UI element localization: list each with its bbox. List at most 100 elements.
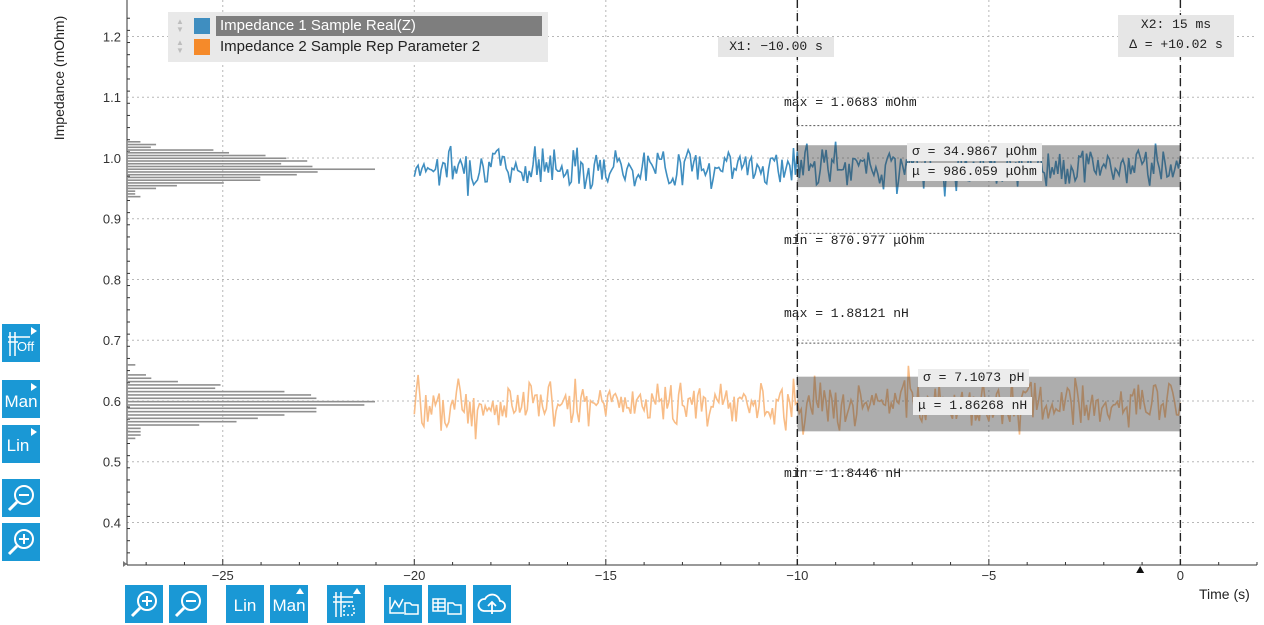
stat-max-1: max = 1.0683 mOhm bbox=[784, 95, 917, 110]
legend-label-series-1: Impedance 1 Sample Real(Z) bbox=[220, 17, 416, 34]
histogram-series-2 bbox=[127, 364, 375, 440]
x-scale-mode-label: Man bbox=[272, 596, 306, 615]
histogram-bar bbox=[127, 141, 141, 143]
histogram-bar bbox=[127, 407, 317, 410]
y-tick-label: 0.7 bbox=[103, 333, 121, 348]
histogram-bar bbox=[127, 171, 318, 173]
histogram-bar bbox=[127, 374, 146, 376]
x-scale-mode-button[interactable]: Man bbox=[270, 585, 308, 623]
y-tick-label: 0.9 bbox=[103, 212, 121, 227]
histogram-bar bbox=[127, 187, 157, 190]
table-folder-icon bbox=[432, 598, 462, 615]
histogram-bar bbox=[127, 380, 178, 383]
upload-button[interactable] bbox=[473, 585, 511, 623]
zoom-out-icon bbox=[7, 485, 34, 512]
histogram-bar bbox=[127, 377, 152, 380]
cloud-upload-icon bbox=[477, 593, 506, 614]
y-zoom-out-button[interactable] bbox=[2, 479, 40, 517]
x-tick-label: 0 bbox=[1177, 568, 1184, 583]
grid-icon bbox=[333, 592, 355, 617]
y-scale-mode-label: Man bbox=[4, 392, 38, 411]
x-scale-type-button[interactable]: Lin bbox=[226, 585, 264, 623]
x-tick-label: −10 bbox=[786, 568, 808, 583]
histogram-bar bbox=[127, 184, 177, 187]
x-tick-label: −25 bbox=[212, 568, 234, 583]
y-zoom-in-button[interactable] bbox=[2, 523, 40, 561]
y-axis-title: Impedance (mOhm) bbox=[51, 15, 67, 141]
legend-item-series-1[interactable]: ▲ ▼ Impedance 1 Sample Real(Z) bbox=[168, 16, 548, 36]
histogram-bar bbox=[127, 157, 287, 160]
grid-toggle-button[interactable]: Off bbox=[2, 324, 40, 362]
histogram-bar bbox=[127, 173, 297, 176]
legend-item-series-2[interactable]: ▲ ▼ Impedance 2 Sample Rep Parameter 2 bbox=[168, 37, 548, 57]
grid-icon bbox=[8, 332, 30, 356]
histogram-bar bbox=[127, 417, 258, 420]
histogram-bar bbox=[127, 195, 141, 198]
stat-mu-1: μ = 986.059 μOhm bbox=[907, 163, 1042, 181]
histogram-bar bbox=[127, 179, 261, 182]
histogram-bar bbox=[127, 162, 282, 165]
x-tick-label: −5 bbox=[981, 568, 996, 583]
histogram-bar bbox=[127, 427, 141, 430]
reorder-arrows-icon[interactable]: ▲ ▼ bbox=[176, 17, 184, 34]
histogram-bar bbox=[127, 394, 312, 396]
y-tick-label: 1.2 bbox=[103, 29, 121, 44]
histogram-bar bbox=[127, 410, 317, 413]
cursor-marker-icon bbox=[1136, 566, 1145, 573]
series-2-swatch bbox=[194, 39, 210, 55]
series-line-2 bbox=[413, 365, 1182, 440]
export-chart-button[interactable] bbox=[384, 585, 422, 623]
x-tick-label: −20 bbox=[403, 568, 425, 583]
histogram-bar bbox=[127, 420, 237, 423]
y-tick-label: 1.0 bbox=[103, 151, 121, 166]
histogram-bar bbox=[127, 437, 136, 440]
histogram-bar bbox=[127, 146, 151, 149]
cursor-x2-label: X2: 15 ms bbox=[1140, 17, 1212, 32]
export-data-button[interactable] bbox=[428, 585, 466, 623]
cursor-x1-label[interactable]: X1: −10.00 s bbox=[718, 37, 834, 57]
legend-selection-highlight bbox=[216, 16, 542, 36]
histogram-bar bbox=[127, 404, 365, 406]
histogram-bar bbox=[127, 390, 285, 393]
y-tick-label: 0.8 bbox=[103, 272, 121, 287]
cursor-x2-box[interactable]: X2: 15 ms Δ = +10.02 s bbox=[1118, 15, 1234, 57]
histogram-bar bbox=[127, 364, 136, 366]
series-line-1 bbox=[413, 141, 1182, 197]
histogram-bar bbox=[127, 384, 221, 386]
stat-min-2: min = 1.8446 nH bbox=[784, 466, 902, 481]
histogram-bar bbox=[127, 154, 266, 157]
zoom-in-icon bbox=[130, 591, 157, 618]
histogram-series-1 bbox=[127, 141, 375, 198]
zoom-in-icon bbox=[7, 529, 34, 556]
y-tick-label: 0.4 bbox=[103, 515, 121, 530]
y-tick-label: 1.1 bbox=[103, 90, 121, 105]
histogram-bar bbox=[127, 400, 375, 403]
cursor-delta-label: Δ = +10.02 s bbox=[1129, 37, 1223, 52]
histogram-bar bbox=[127, 160, 308, 162]
series-1-swatch bbox=[194, 18, 210, 34]
x-grid-button[interactable] bbox=[327, 585, 365, 623]
chart-folder-icon bbox=[389, 597, 419, 615]
stat-min-1: min = 870.977 μOhm bbox=[784, 233, 925, 248]
histogram-bar bbox=[127, 182, 224, 184]
stat-sigma-2: σ = 7.1073 pH bbox=[918, 369, 1030, 387]
histogram-bar bbox=[127, 193, 136, 195]
x-scale-type-label: Lin bbox=[233, 596, 257, 615]
x-zoom-out-button[interactable] bbox=[169, 585, 207, 623]
grid bbox=[127, 0, 1257, 565]
y-scale-type-button[interactable]: Lin bbox=[2, 425, 40, 463]
histogram-bar bbox=[127, 149, 214, 151]
histogram-bar bbox=[127, 387, 216, 390]
y-tick-label: 0.5 bbox=[103, 455, 121, 470]
legend: ▲ ▼ Impedance 1 Sample Real(Z) ▲ ▼ Impedan… bbox=[168, 12, 548, 62]
histogram-bar bbox=[127, 151, 230, 154]
histogram-bar bbox=[127, 168, 375, 171]
y-scale-mode-button[interactable]: Man bbox=[2, 380, 40, 418]
x-zoom-in-button[interactable] bbox=[125, 585, 163, 623]
stat-mu-2: μ = 1.86268 nH bbox=[913, 397, 1033, 415]
reorder-arrows-icon[interactable]: ▲ ▼ bbox=[176, 38, 184, 55]
legend-label-series-2: Impedance 2 Sample Rep Parameter 2 bbox=[220, 38, 481, 55]
y-scale-type-label: Lin bbox=[6, 436, 30, 455]
histogram-bar bbox=[127, 165, 313, 168]
